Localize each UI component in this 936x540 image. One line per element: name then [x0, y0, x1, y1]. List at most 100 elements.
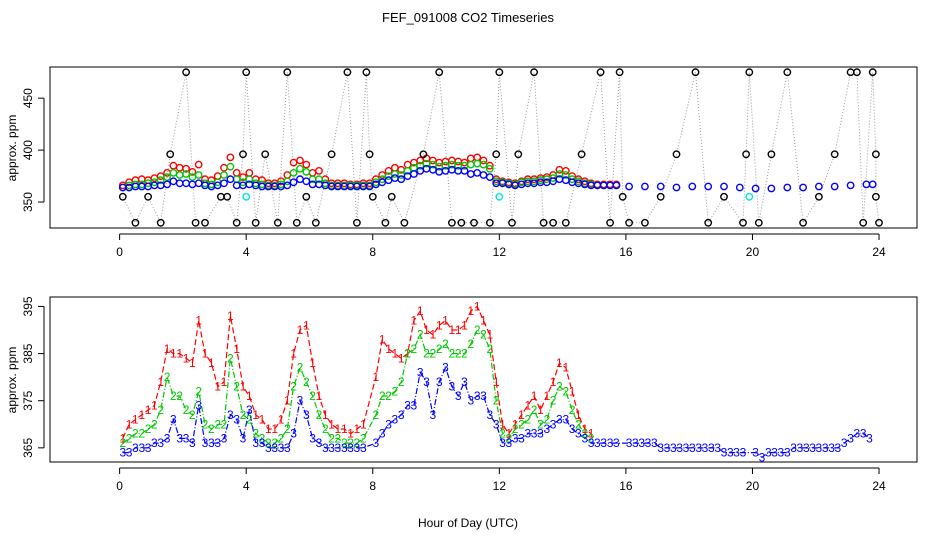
marker-3: 3: [816, 441, 823, 455]
point-cyan: [495, 192, 504, 201]
marker-3: 3: [714, 441, 721, 455]
point-black: [368, 192, 377, 201]
marker-3: 3: [695, 441, 702, 455]
marker-1: 1: [240, 380, 247, 394]
marker-3: 3: [208, 436, 215, 450]
marker-1: 1: [417, 304, 424, 318]
marker-3: 3: [531, 427, 538, 441]
series-3-line: [122, 366, 870, 459]
marker-3: 3: [702, 441, 709, 455]
marker-3: 3: [442, 361, 449, 375]
marker-1: 1: [493, 375, 500, 389]
marker-3: 3: [240, 431, 247, 445]
marker-2: 2: [373, 408, 380, 422]
marker-2: 2: [404, 347, 411, 361]
marker-1: 1: [290, 347, 297, 361]
marker-3: 3: [411, 398, 418, 412]
marker-3: 3: [543, 422, 550, 436]
top-x-tick-label: 24: [872, 245, 886, 259]
marker-1: 1: [170, 347, 177, 361]
point-blue: [289, 178, 298, 187]
marker-2: 2: [486, 342, 493, 356]
point-black: [815, 192, 823, 201]
marker-2: 2: [537, 417, 544, 431]
point-green: [232, 175, 241, 184]
marker-1: 1: [550, 375, 557, 389]
point-blue: [220, 179, 228, 188]
point-black: [302, 192, 311, 201]
marker-1: 1: [581, 422, 588, 436]
marker-1: 1: [252, 408, 259, 422]
marker-1: 1: [486, 328, 493, 342]
marker-3: 3: [771, 446, 778, 460]
top-x-tick-label: 20: [746, 245, 760, 259]
marker-1: 1: [132, 413, 139, 427]
point-black: [514, 150, 523, 159]
marker-3: 3: [790, 441, 797, 455]
point-red: [232, 168, 241, 177]
marker-1: 1: [423, 323, 430, 337]
point-red: [245, 168, 254, 177]
marker-3: 3: [638, 436, 645, 450]
marker-1: 1: [569, 384, 576, 398]
marker-1: 1: [316, 389, 323, 403]
marker-3: 3: [828, 441, 835, 455]
point-green: [466, 160, 475, 169]
marker-3: 3: [297, 394, 304, 408]
point-black: [656, 192, 665, 201]
bottom-y-tick-label: 385: [21, 343, 35, 363]
marker-1: 1: [335, 422, 342, 436]
marker-1: 1: [157, 375, 164, 389]
marker-3: 3: [854, 427, 861, 441]
marker-3: 3: [759, 450, 766, 464]
marker-1: 1: [176, 347, 183, 361]
marker-3: 3: [417, 365, 424, 379]
point-black: [239, 150, 247, 159]
marker-3: 3: [657, 441, 664, 455]
point-black: [343, 68, 352, 77]
top-y-tick-label: 450: [21, 88, 35, 108]
point-black: [783, 68, 792, 77]
bottom-x-tick-label: 16: [619, 479, 633, 493]
marker-3: 3: [221, 431, 228, 445]
marker-3: 3: [493, 417, 500, 431]
marker-3: 3: [841, 436, 848, 450]
marker-3: 3: [524, 427, 531, 441]
marker-1: 1: [354, 422, 361, 436]
top-y-tick-label: 400: [21, 140, 35, 160]
point-blue: [799, 183, 807, 192]
marker-3: 3: [316, 436, 323, 450]
marker-2: 2: [151, 417, 158, 431]
marker-1: 1: [119, 431, 126, 445]
point-blue: [720, 182, 728, 191]
bottom-y-tick-label: 395: [21, 296, 35, 316]
point-blue: [163, 180, 172, 189]
point-black: [118, 192, 127, 201]
point-blue: [868, 180, 877, 189]
marker-1: 1: [360, 417, 367, 431]
point-blue: [846, 181, 855, 190]
marker-2: 2: [202, 417, 209, 431]
point-black: [872, 150, 880, 159]
point-blue: [479, 171, 488, 179]
point-black: [273, 218, 282, 227]
marker-1: 1: [309, 356, 316, 370]
marker-1: 1: [467, 304, 474, 318]
point-green: [194, 171, 203, 179]
marker-1: 1: [575, 408, 582, 422]
point-blue: [656, 182, 665, 191]
marker-3: 3: [347, 441, 354, 455]
bottom-x-tick-label: 24: [872, 479, 886, 493]
point-red: [283, 171, 292, 179]
marker-1: 1: [195, 314, 202, 328]
point-blue: [862, 180, 871, 189]
point-red: [479, 156, 488, 165]
point-black: [261, 150, 270, 159]
point-blue: [688, 182, 697, 191]
point-green: [296, 164, 304, 173]
point-blue: [409, 170, 418, 178]
marker-3: 3: [214, 436, 221, 450]
marker-2: 2: [164, 370, 171, 384]
marker-3: 3: [607, 436, 614, 450]
marker-3: 3: [474, 389, 481, 403]
